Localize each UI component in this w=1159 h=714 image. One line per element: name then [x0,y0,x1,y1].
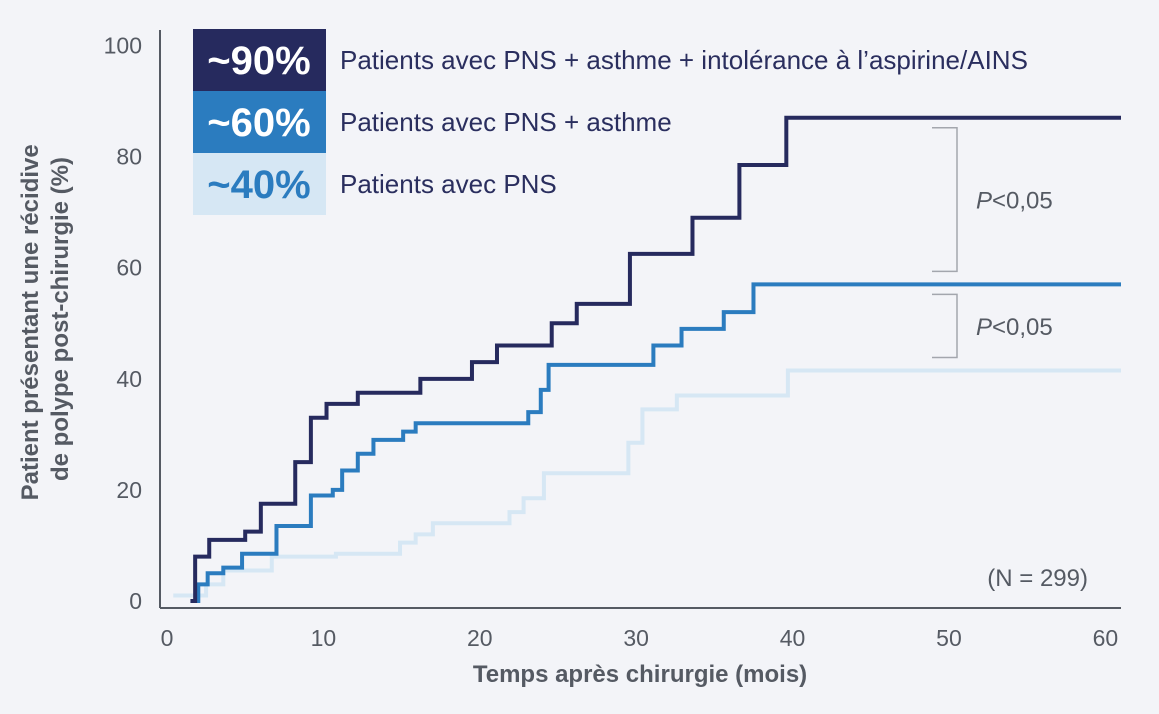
series-line-1 [190,115,1121,603]
y-axis-title: Patient présentant une récidive de polyp… [17,138,74,501]
sample-size-annotation: (N = 299) [987,565,1088,592]
x-tick-label-20: 20 [467,625,493,651]
legend-swatch-3 [193,153,326,215]
legend-swatch-1 [193,29,326,91]
legend-badge-1: ~90% [207,39,310,83]
p-value-threshold-2: <0,05 [992,314,1053,341]
series-layer [173,115,1121,603]
x-tick-label-30: 30 [623,625,649,651]
legend-label-1: Patients avec PNS + asthme + intolérance… [340,45,1028,75]
legend-label-3: Patients avec PNS [340,169,557,199]
significance-bracket-1 [932,127,958,273]
x-tick-label-60: 60 [1093,625,1119,651]
p-value-symbol-2: P [976,314,992,341]
x-tick-label-40: 40 [780,625,806,651]
series-line-3 [173,368,1121,598]
y-tick-label-40: 40 [116,366,142,392]
ticks: 0 10 20 30 40 50 60 0 20 40 60 80 100 [104,33,1119,651]
significance-bracket-2 [932,293,958,359]
p-value-label-1: P<0,05 [976,188,1053,215]
x-axis-title: Temps après chirurgie (mois) [473,661,807,688]
x-tick-label-0: 0 [161,625,174,651]
series-line-2 [190,282,1121,603]
y-tick-label-100: 100 [104,33,142,59]
p-value-threshold-1: <0,05 [992,188,1053,215]
x-tick-label-50: 50 [936,625,962,651]
y-axis-title-line-1: Patient présentant une récidive [17,144,44,500]
legend-badge-2: ~60% [207,101,310,145]
p-value-label-2: P<0,05 [976,314,1053,341]
legend-label-2: Patients avec PNS + asthme [340,107,672,137]
significance-brackets: P<0,05P<0,05 [932,127,1053,359]
y-tick-label-60: 60 [116,255,142,281]
legend-badge-3: ~40% [207,163,310,207]
y-tick-label-80: 80 [116,144,142,170]
y-axis-title-line-2: de polype post-chirurgie (%) [47,157,74,481]
y-tick-label-0: 0 [129,588,142,614]
x-tick-label-10: 10 [311,625,337,651]
y-tick-label-20: 20 [116,477,142,503]
p-value-symbol-1: P [976,188,992,215]
axes [159,30,1121,609]
legend: ~90% Patients avec PNS + asthme + intolér… [193,29,1028,215]
legend-swatch-2 [193,91,326,153]
